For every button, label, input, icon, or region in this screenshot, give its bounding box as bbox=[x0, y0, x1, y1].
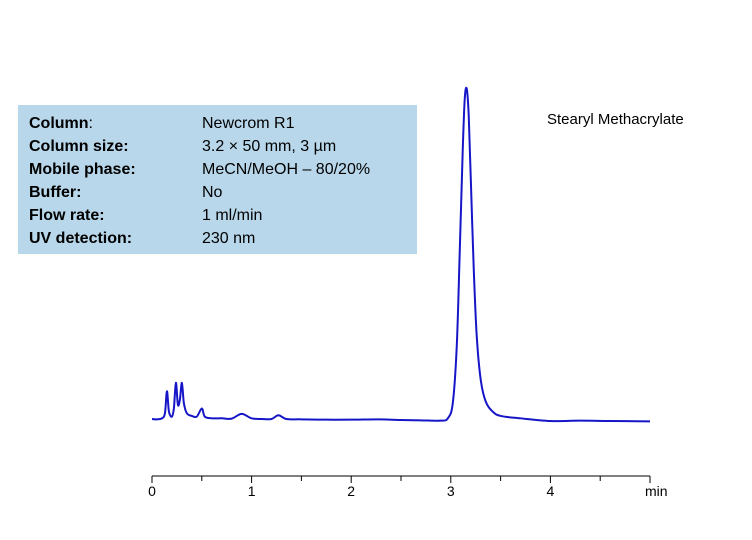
condition-row-flow-rate: Flow rate: 1 ml/min bbox=[29, 204, 417, 227]
condition-value: 1 ml/min bbox=[202, 207, 263, 224]
condition-value: Newcrom R1 bbox=[202, 115, 295, 132]
condition-row-column-size: Column size: 3.2 × 50 mm, 3 µm bbox=[29, 135, 417, 158]
method-conditions-box: Column: Newcrom R1 Column size: 3.2 × 50… bbox=[18, 105, 417, 254]
condition-label: Mobile phase: bbox=[29, 161, 136, 178]
x-tick-label: 0 bbox=[148, 483, 156, 499]
condition-label: Buffer: bbox=[29, 184, 82, 201]
condition-value: No bbox=[202, 184, 223, 201]
condition-row-mobile-phase: Mobile phase: MeCN/MeOH – 80/20% bbox=[29, 158, 417, 181]
x-tick-label: 3 bbox=[447, 483, 455, 499]
x-tick-label: 4 bbox=[547, 483, 555, 499]
condition-value: 3.2 × 50 mm, 3 µm bbox=[202, 138, 337, 155]
condition-row-uv-detection: UV detection: 230 nm bbox=[29, 227, 417, 250]
condition-label: Flow rate: bbox=[29, 207, 105, 224]
condition-row-column: Column: Newcrom R1 bbox=[29, 112, 417, 135]
condition-label: Column: bbox=[29, 115, 93, 132]
x-axis-tick-labels: 0 1 2 3 4 bbox=[148, 483, 554, 499]
x-tick-label: 1 bbox=[248, 483, 256, 499]
x-axis-ticks bbox=[151, 476, 651, 483]
condition-label: UV detection: bbox=[29, 230, 133, 247]
x-axis-unit-label: min bbox=[645, 483, 668, 499]
compound-name-label: Stearyl Methacrylate bbox=[547, 111, 684, 128]
condition-label: Column size: bbox=[29, 138, 129, 155]
condition-value: 230 nm bbox=[202, 230, 256, 247]
x-tick-label: 2 bbox=[347, 483, 355, 499]
chromatogram-trace bbox=[151, 86, 651, 423]
condition-value: MeCN/MeOH – 80/20% bbox=[202, 161, 371, 178]
condition-row-buffer: Buffer: No bbox=[29, 181, 417, 204]
